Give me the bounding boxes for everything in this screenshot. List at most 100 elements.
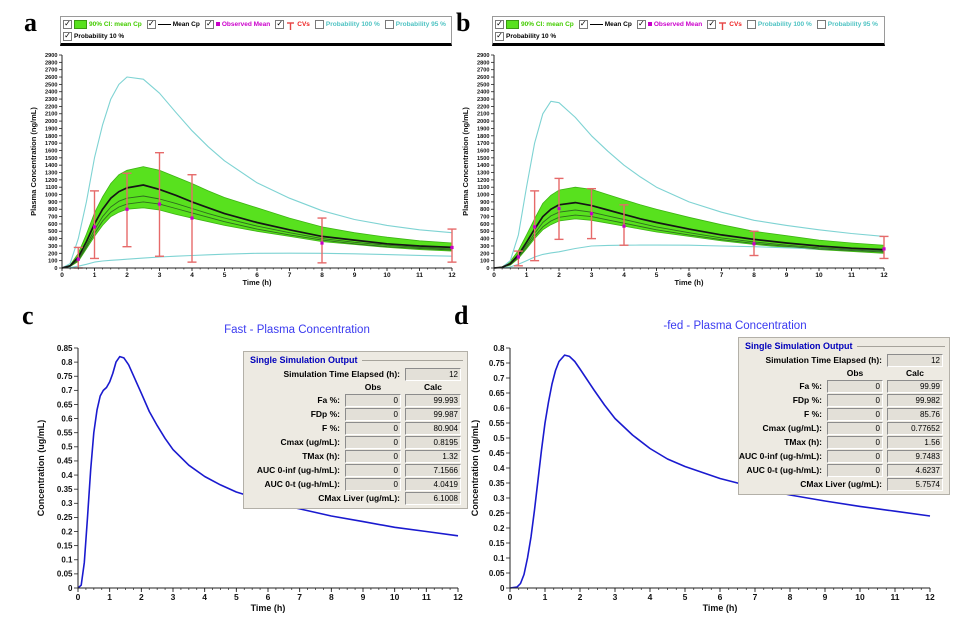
obs-column-header: Obs: [364, 382, 382, 392]
obs-field[interactable]: 0: [827, 449, 883, 463]
obs-field[interactable]: 0: [345, 463, 401, 477]
legend-b: ✓ 90% CI: mean Cp ✓ Mean Cp ✓ Observed Mean ✓ C…: [492, 16, 885, 46]
checkbox-icon[interactable]: ✓: [146, 19, 156, 29]
svg-text:12: 12: [453, 592, 463, 602]
checkbox-icon[interactable]: ✓: [275, 19, 285, 29]
table-row: FDp %: 0 99.982: [739, 393, 949, 407]
legend-item-probability-100[interactable]: Probability 100 %: [314, 19, 380, 29]
svg-text:0.8: 0.8: [61, 358, 73, 367]
checkbox-icon[interactable]: ✓: [63, 19, 72, 29]
svg-text:6: 6: [266, 592, 271, 602]
row-label: F %:: [804, 409, 822, 419]
sim-output-table-c: Single Simulation Output Simulation Time …: [243, 351, 468, 509]
liver-calc-field[interactable]: 5.7574: [887, 477, 943, 491]
x-axis-label: Time (h): [251, 603, 286, 613]
obs-field[interactable]: 0: [345, 421, 401, 435]
calc-field[interactable]: 99.993: [405, 393, 461, 407]
legend-item-probability-10[interactable]: ✓ Probability 10 %: [495, 31, 556, 41]
checkbox-icon[interactable]: ✓: [707, 19, 717, 29]
calc-field[interactable]: 7.1566: [405, 463, 461, 477]
svg-text:0.15: 0.15: [489, 539, 505, 548]
legend-item-probability-95[interactable]: Probability 95 %: [384, 19, 446, 29]
elapsed-row: Simulation Time Elapsed (h): 12: [244, 367, 467, 381]
svg-text:11: 11: [416, 272, 423, 279]
legend-item-observed-mean[interactable]: ✓ Observed Mean: [636, 19, 703, 29]
svg-text:2300: 2300: [477, 97, 489, 103]
elapsed-field[interactable]: 12: [405, 367, 461, 381]
svg-text:500: 500: [48, 229, 57, 235]
calc-field[interactable]: 0.8195: [405, 435, 461, 449]
legend-item-probability-100[interactable]: Probability 100 %: [746, 19, 812, 29]
observed-point: [190, 216, 194, 220]
calc-field[interactable]: 9.7483: [887, 449, 943, 463]
liver-calc-field[interactable]: 6.1008: [405, 491, 461, 505]
obs-field[interactable]: 0: [345, 449, 401, 463]
calc-field[interactable]: 4.0419: [405, 477, 461, 491]
table-row: FDp %: 0 99.987: [244, 407, 467, 421]
row-label: Simulation Time Elapsed (h):: [283, 369, 401, 379]
checkbox-icon[interactable]: ✓: [495, 31, 504, 41]
svg-text:8: 8: [320, 272, 324, 279]
legend-item-90-ci-mean-cp[interactable]: ✓ 90% CI: mean Cp: [495, 19, 574, 29]
obs-field[interactable]: 0: [345, 393, 401, 407]
obs-field[interactable]: 0: [827, 421, 883, 435]
obs-field[interactable]: 0: [827, 407, 883, 421]
legend-item-observed-mean[interactable]: ✓ Observed Mean: [204, 19, 270, 29]
obs-field[interactable]: 0: [345, 407, 401, 421]
svg-text:1800: 1800: [477, 134, 489, 140]
svg-text:2800: 2800: [45, 60, 57, 66]
obs-field[interactable]: 0: [345, 435, 401, 449]
obs-field[interactable]: 0: [827, 379, 883, 393]
elapsed-row: Simulation Time Elapsed (h): 12: [739, 353, 949, 367]
legend-item-cvs[interactable]: ✓ CVs: [707, 19, 742, 30]
checkbox-icon[interactable]: ✓: [636, 19, 646, 29]
svg-text:2: 2: [139, 592, 144, 602]
calc-field[interactable]: 80.904: [405, 421, 461, 435]
mean-line-swatch: [589, 23, 603, 25]
legend-item-mean-cp[interactable]: ✓ Mean Cp: [578, 19, 632, 29]
obs-field[interactable]: 0: [827, 435, 883, 449]
obs-field[interactable]: 0: [345, 477, 401, 491]
checkbox-icon[interactable]: ✓: [204, 19, 214, 29]
svg-text:7: 7: [753, 592, 758, 602]
calc-field[interactable]: 99.99: [887, 379, 943, 393]
legend-item-probability-95[interactable]: Probability 95 %: [816, 19, 878, 29]
calc-field[interactable]: 0.77652: [887, 421, 943, 435]
checkbox-icon[interactable]: ✓: [63, 31, 72, 41]
legend-label: Observed Mean: [653, 20, 703, 28]
liver-row: CMax Liver (ug/mL): 6.1008: [244, 491, 467, 505]
table-row: F %: 0 85.76: [739, 407, 949, 421]
ci-line-1-line: [61, 195, 453, 269]
legend-item-90-ci-mean-cp[interactable]: ✓ 90% CI: mean Cp: [63, 19, 142, 29]
obs-field[interactable]: 0: [827, 393, 883, 407]
checkbox-icon[interactable]: [746, 19, 756, 29]
elapsed-field[interactable]: 12: [887, 353, 943, 367]
svg-text:12: 12: [880, 272, 888, 279]
obs-field[interactable]: 0: [827, 463, 883, 477]
svg-text:10: 10: [855, 592, 865, 602]
checkbox-icon[interactable]: [384, 19, 394, 29]
legend-label: Probability 10 %: [74, 32, 125, 40]
svg-text:0.1: 0.1: [493, 554, 505, 563]
svg-text:0.6: 0.6: [61, 414, 73, 423]
checkbox-icon[interactable]: [314, 19, 324, 29]
legend-item-probability-10[interactable]: ✓ Probability 10 %: [63, 31, 125, 41]
calc-field[interactable]: 4.6237: [887, 463, 943, 477]
checkbox-icon[interactable]: [816, 19, 826, 29]
svg-text:1900: 1900: [477, 126, 489, 132]
row-label: F %:: [322, 423, 340, 433]
svg-text:0.15: 0.15: [57, 541, 73, 550]
column-headers: Obs Calc: [244, 381, 467, 393]
svg-text:4: 4: [622, 272, 626, 279]
calc-field[interactable]: 99.982: [887, 393, 943, 407]
legend-item-cvs[interactable]: ✓ CVs: [275, 19, 310, 30]
calc-field[interactable]: 1.32: [405, 449, 461, 463]
checkbox-icon[interactable]: ✓: [495, 19, 504, 29]
checkbox-icon[interactable]: ✓: [578, 19, 588, 29]
calc-field[interactable]: 1.56: [887, 435, 943, 449]
calc-field[interactable]: 85.76: [887, 407, 943, 421]
svg-text:500: 500: [480, 229, 489, 235]
observed-point: [125, 207, 129, 211]
legend-item-mean-cp[interactable]: ✓ Mean Cp: [146, 19, 200, 29]
calc-field[interactable]: 99.987: [405, 407, 461, 421]
